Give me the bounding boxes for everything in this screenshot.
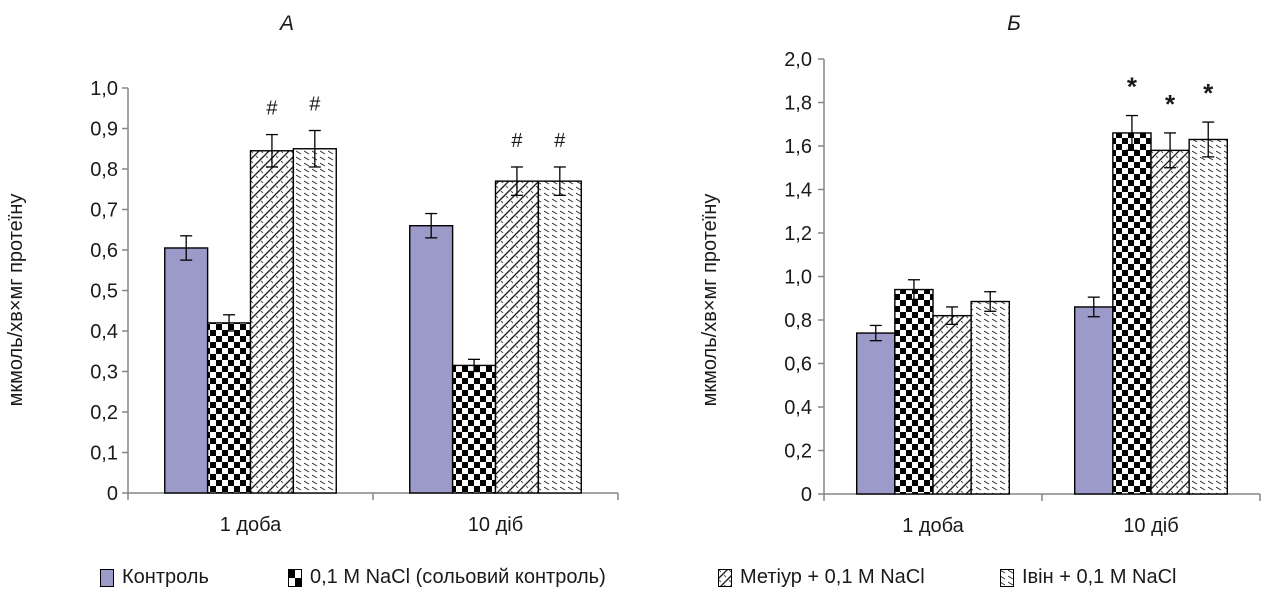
y-tick-label: 1,0	[784, 267, 812, 289]
y-tick-label: 0,6	[784, 354, 812, 376]
significance-mark: #	[266, 98, 278, 120]
significance-mark: #	[309, 94, 321, 116]
y-tick-label: 0,2	[784, 441, 812, 463]
significance-mark: *	[1127, 72, 1138, 102]
y-tick-label: 0,8	[784, 310, 812, 332]
bar	[1188, 138, 1229, 495]
y-tick-label: 1,6	[784, 136, 812, 158]
significance-mark: *	[1203, 78, 1214, 108]
bar	[206, 322, 252, 494]
y-tick-label: 1,8	[784, 93, 812, 115]
bar	[249, 150, 295, 494]
bar	[970, 300, 1011, 495]
y-tick-label: 0,4	[784, 397, 812, 419]
legend-swatch-solid	[100, 568, 114, 587]
significance-mark: #	[554, 130, 566, 152]
y-tick-label: 0,7	[90, 200, 118, 222]
y-tick-label: 0	[107, 483, 118, 505]
panel-b: Б мкмоль/хв×мг протеїну 0 0,2 0,4 0,6 0,8 1,0…	[699, 12, 1261, 537]
legend-item-control: Контроль	[100, 566, 209, 589]
bar	[1073, 306, 1114, 495]
bar	[537, 180, 582, 494]
x-tick-label: 1 доба	[220, 514, 282, 536]
panel-title: А	[278, 12, 294, 35]
y-tick-label: 0	[801, 484, 812, 506]
legend-item-metiur: Метіур + 0,1 М NaCl	[718, 566, 925, 589]
legend: Контроль 0,1 М NaCl (сольовий контроль) …	[0, 566, 1282, 602]
bar	[451, 364, 497, 494]
bar	[1112, 132, 1152, 495]
y-tick-label: 0,6	[90, 240, 118, 262]
legend-label: Івін + 0,1 М NaCl	[1022, 566, 1177, 588]
y-axis-label: мкмоль/хв×мг протеїну	[699, 194, 721, 407]
y-tick-label: 0,2	[90, 402, 118, 424]
legend-label: Контроль	[122, 566, 209, 588]
bar	[1150, 149, 1190, 495]
significance-mark: *	[1165, 89, 1176, 119]
panel-a: А мкмоль/хв×мг протеїну 0 0,1 0,2 0,3 0,4 0,5…	[5, 12, 619, 536]
y-tick-label: 1,2	[784, 223, 812, 245]
y-tick-label: 0,8	[90, 159, 118, 181]
bar	[292, 148, 337, 494]
bar	[932, 314, 972, 495]
y-axis-label: мкмоль/хв×мг протеїну	[5, 194, 27, 407]
bar	[494, 180, 540, 494]
x-tick-label: 1 доба	[902, 515, 964, 537]
y-tick-label: 0,9	[90, 119, 118, 141]
panel-title: Б	[1007, 12, 1021, 35]
y-tick-label: 0,1	[90, 443, 118, 465]
bar	[164, 247, 209, 494]
y-tick-label: 0,3	[90, 362, 118, 384]
bar	[409, 224, 454, 494]
y-tick-label: 0,4	[90, 321, 118, 343]
y-tick-label: 2,0	[784, 49, 812, 71]
bar	[856, 332, 896, 495]
x-tick-label: 10 діб	[1123, 515, 1178, 537]
bar	[894, 288, 934, 495]
legend-swatch-diag	[718, 568, 732, 587]
legend-swatch-checker	[288, 568, 302, 587]
y-tick-label: 0,5	[90, 281, 118, 303]
chart-canvas: А мкмоль/хв×мг протеїну 0 0,1 0,2 0,3 0,4 0,5…	[5, 12, 1261, 537]
legend-swatch-dash	[1000, 568, 1014, 587]
significance-mark: #	[511, 130, 523, 152]
legend-item-nacl: 0,1 М NaCl (сольовий контроль)	[288, 566, 606, 589]
y-tick-label: 1,4	[784, 180, 812, 202]
legend-label: 0,1 М NaCl (сольовий контроль)	[310, 566, 606, 588]
y-tick-label: 1,0	[90, 78, 118, 100]
legend-item-ivin: Івін + 0,1 М NaCl	[1000, 566, 1177, 589]
legend-label: Метіур + 0,1 М NaCl	[740, 566, 925, 588]
x-tick-label: 10 діб	[468, 514, 523, 536]
